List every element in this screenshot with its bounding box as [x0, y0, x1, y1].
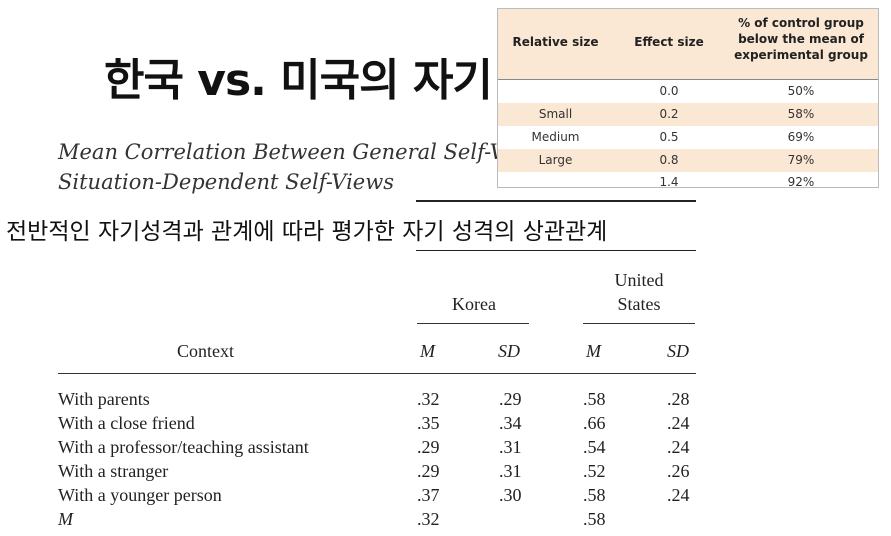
caption-rule — [416, 200, 696, 202]
effect-row: 1.4 92% — [659, 175, 815, 188]
group-header-us-line1: United — [614, 270, 664, 290]
context-header: Context — [177, 341, 234, 361]
header-effect-size: Effect size — [634, 35, 704, 49]
effect-size-table: Relative size Effect size % of control g… — [497, 8, 879, 188]
effect-row: 0.0 50% — [659, 84, 815, 98]
group-header-us-line2: States — [617, 294, 661, 314]
effect-table-header: Relative size Effect size % of control g… — [498, 9, 878, 79]
table-top-rule — [416, 250, 696, 251]
slide-title: 한국 vs. 미국의 자기 — [104, 55, 493, 106]
effect-row: Large 0.8 79% — [498, 149, 878, 172]
stat-header-korea-sd: SD — [498, 341, 520, 361]
group-header-korea: Korea — [452, 294, 496, 314]
korean-subtitle: 전반적인 자기성격과 관계에 따라 평가한 자기 성격의 상관관계 — [6, 219, 608, 245]
header-percent-below: % of control group below the mean of exp… — [734, 16, 868, 62]
effect-row: Medium 0.5 69% — [531, 130, 815, 144]
stat-header-korea-m: M — [420, 341, 435, 361]
korea-underline — [417, 323, 529, 324]
stat-header-us-sd: SD — [667, 341, 689, 361]
us-underline — [583, 323, 695, 324]
caption-line-2: Situation-Dependent Self-Views — [58, 170, 394, 194]
effect-row: Small 0.2 58% — [498, 103, 878, 126]
stat-header-us-m: M — [586, 341, 601, 361]
header-relative-size: Relative size — [512, 35, 599, 49]
caption-line-1: Mean Correlation Between General Self-Vi… — [58, 140, 524, 164]
header-bottom-rule — [58, 373, 696, 374]
